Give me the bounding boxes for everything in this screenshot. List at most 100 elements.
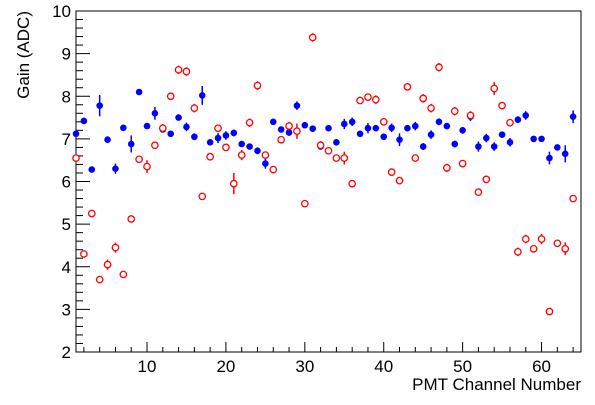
data-point [546,154,553,162]
data-point [490,143,498,150]
data-point [380,133,388,141]
x-tick-label: 60 [532,357,551,376]
data-point [206,152,214,161]
data-point [325,124,332,132]
data-point [95,275,104,284]
data-point [522,112,530,119]
data-point [356,96,364,105]
data-point [411,122,419,130]
data-point [87,209,96,218]
data-point [190,104,199,113]
data-point [277,135,286,144]
data-point [127,140,135,148]
data-point [443,164,451,172]
data-point [332,154,341,162]
data-point [143,162,151,171]
data-point [293,127,301,136]
data-point [151,141,159,150]
data-point [104,136,111,144]
y-tick-label: 10 [52,2,71,21]
data-point [569,194,577,203]
data-point [111,243,120,252]
data-point [372,124,380,132]
data-point [88,166,96,173]
data-point [538,135,545,143]
data-point [324,146,333,155]
data-point [554,144,561,151]
data-point [498,131,506,138]
data-point [340,154,349,162]
data-point [198,92,206,99]
data-point [300,199,309,208]
data-point [569,113,577,121]
data-point [293,102,301,109]
data-point [403,83,412,91]
data-point [395,176,404,185]
data-point [269,118,277,126]
plot-frame [75,10,582,353]
data-point [308,33,317,42]
data-point [285,122,293,130]
data-point [411,154,420,162]
data-point [435,63,443,72]
y-tick-label: 4 [62,258,71,277]
data-point [514,116,522,123]
data-point [364,93,372,101]
y-tick-label: 3 [62,300,71,319]
data-point [459,127,466,134]
data-point [371,95,380,104]
x-tick-label: 10 [138,357,157,376]
data-point [80,117,88,125]
data-point [364,124,372,132]
data-point [245,118,254,127]
data-point [254,147,261,155]
data-point [474,188,483,197]
data-point [103,260,112,269]
data-point [356,130,364,138]
data-point [238,140,246,148]
data-point [135,155,143,164]
data-point [561,150,569,158]
data-point [198,192,207,201]
data-point [316,141,325,150]
data-point [167,130,174,138]
data-point [466,111,475,120]
data-point [404,124,411,132]
data-point [482,175,491,184]
data-point [72,130,80,138]
data-point [191,133,198,141]
y-tick-label: 8 [62,87,71,106]
data-point [166,92,175,101]
data-point [530,135,537,143]
x-tick-label: 40 [374,357,393,376]
data-point [506,118,514,127]
data-point [277,126,285,133]
data-point [379,117,388,126]
data-point [119,270,128,279]
data-point [514,247,522,256]
data-point [253,81,262,90]
data-point [261,151,270,159]
data-point [135,88,143,96]
data-point [475,143,482,150]
data-point [443,122,451,130]
data-point [340,120,348,128]
data-point [72,154,80,162]
data-point [333,138,340,146]
data-point [451,140,459,148]
data-point [427,104,435,113]
data-point [269,165,278,174]
series-1 [72,33,577,316]
data-point [490,84,499,93]
data-point [553,239,562,248]
data-point [175,114,182,121]
data-point [143,122,151,130]
data-point [427,131,435,138]
data-point [396,136,403,144]
data-point [158,124,167,133]
data-point [348,118,356,126]
data-point [96,102,103,109]
data-point [561,244,570,253]
data-point [222,132,230,139]
y-tick-label: 6 [62,173,71,192]
